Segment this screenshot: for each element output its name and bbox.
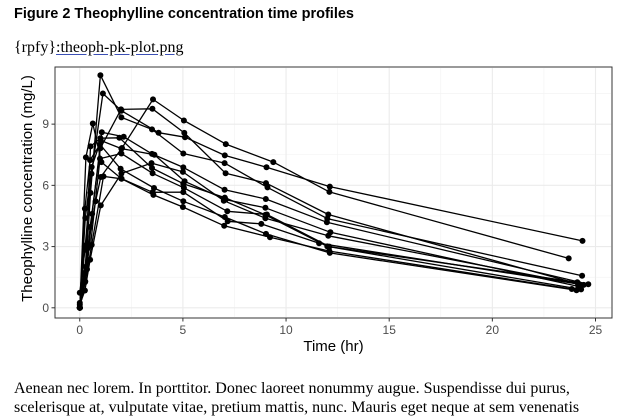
- data-point: [326, 183, 333, 190]
- data-point: [180, 117, 187, 124]
- data-point: [97, 202, 104, 209]
- data-point: [565, 255, 572, 262]
- data-point: [222, 170, 229, 177]
- data-point: [263, 211, 270, 218]
- data-point: [81, 205, 88, 212]
- data-point: [149, 150, 155, 157]
- figure-reference-link[interactable]: :theoph-pk-plot.png: [56, 39, 184, 56]
- data-point: [179, 168, 186, 175]
- data-point: [149, 165, 155, 171]
- data-series: [76, 72, 592, 311]
- y-tick-label: 3: [42, 240, 49, 254]
- data-point: [148, 160, 155, 167]
- data-point: [221, 152, 228, 159]
- data-point: [118, 106, 124, 113]
- gridlines: [55, 67, 612, 318]
- data-point: [117, 165, 124, 172]
- data-point: [149, 170, 156, 177]
- data-point: [263, 230, 269, 237]
- figure-reference-prefix: {rpfy}: [14, 39, 57, 56]
- data-point: [221, 214, 228, 220]
- data-point: [263, 164, 270, 171]
- data-point: [180, 150, 187, 157]
- data-point: [150, 96, 156, 103]
- data-point: [316, 240, 323, 247]
- data-point: [325, 211, 332, 218]
- data-point: [118, 170, 125, 177]
- x-axis-title: Time (hr): [303, 338, 363, 355]
- data-point: [87, 157, 94, 164]
- data-point: [575, 280, 581, 287]
- concentration-time-chart: 0 5 10 15 20 25 0 3 6 9 Time (hr) Theophylline co…: [19, 66, 613, 355]
- body-paragraph: Aenean nec lorem. In porttitor. Donec la…: [14, 380, 580, 416]
- plot-border: [54, 66, 613, 319]
- data-point: [179, 204, 186, 210]
- data-point: [98, 159, 105, 166]
- data-point: [97, 72, 104, 79]
- data-point: [87, 256, 94, 263]
- data-point: [97, 145, 104, 152]
- x-tick-label: 5: [180, 323, 187, 337]
- axis-ticks: 0 5 10 15 20 25 0 3 6 9: [42, 117, 602, 337]
- x-tick-label: 20: [486, 323, 500, 337]
- data-point: [270, 159, 277, 166]
- series-12: [76, 105, 581, 311]
- data-point: [580, 281, 587, 288]
- data-point: [180, 164, 187, 171]
- x-tick-label: 10: [279, 323, 293, 337]
- x-tick-label: 25: [589, 323, 603, 337]
- y-tick-label: 9: [42, 117, 49, 131]
- data-point: [118, 175, 125, 182]
- data-point: [262, 204, 269, 211]
- data-point: [181, 129, 188, 136]
- data-point: [579, 237, 586, 244]
- data-point: [151, 185, 157, 191]
- data-point: [98, 129, 105, 136]
- data-point: [87, 189, 94, 196]
- figure-title: Figure 2 Theophylline concentration time…: [14, 6, 354, 22]
- data-point: [149, 105, 156, 112]
- data-point: [97, 174, 104, 180]
- series-1: [76, 90, 586, 296]
- x-tick-label: 0: [76, 323, 83, 337]
- y-tick-label: 0: [42, 301, 49, 315]
- data-point: [221, 186, 228, 193]
- series-11: [76, 141, 580, 311]
- data-point: [120, 133, 127, 140]
- data-point: [89, 120, 96, 127]
- data-point: [585, 281, 592, 288]
- figure-reference: {rpfy}:theoph-pk-plot.png: [14, 39, 184, 57]
- y-tick-label: 6: [42, 178, 49, 192]
- data-point: [579, 272, 586, 279]
- data-point: [76, 304, 83, 311]
- data-point: [326, 249, 333, 256]
- data-point: [262, 196, 269, 202]
- data-point: [258, 220, 265, 227]
- series-9: [76, 120, 587, 311]
- data-point: [181, 178, 188, 185]
- data-point: [81, 279, 88, 286]
- y-axis-title: Theophylline concentration (mg/L): [19, 75, 36, 302]
- data-point: [224, 218, 231, 225]
- data-point: [118, 150, 125, 157]
- data-point: [263, 180, 269, 187]
- data-point: [220, 197, 227, 204]
- data-point: [221, 222, 228, 229]
- data-point: [573, 287, 580, 294]
- data-point: [221, 160, 228, 167]
- data-point: [325, 232, 332, 239]
- data-point: [118, 114, 125, 121]
- data-point: [180, 189, 187, 196]
- data-point: [87, 224, 94, 230]
- data-point: [119, 145, 125, 151]
- data-point: [180, 198, 187, 205]
- data-point: [222, 141, 229, 148]
- data-point: [99, 90, 106, 97]
- data-point: [149, 126, 155, 133]
- data-point: [224, 208, 231, 215]
- x-tick-label: 15: [383, 323, 397, 337]
- data-point: [155, 129, 162, 136]
- data-point: [326, 188, 333, 195]
